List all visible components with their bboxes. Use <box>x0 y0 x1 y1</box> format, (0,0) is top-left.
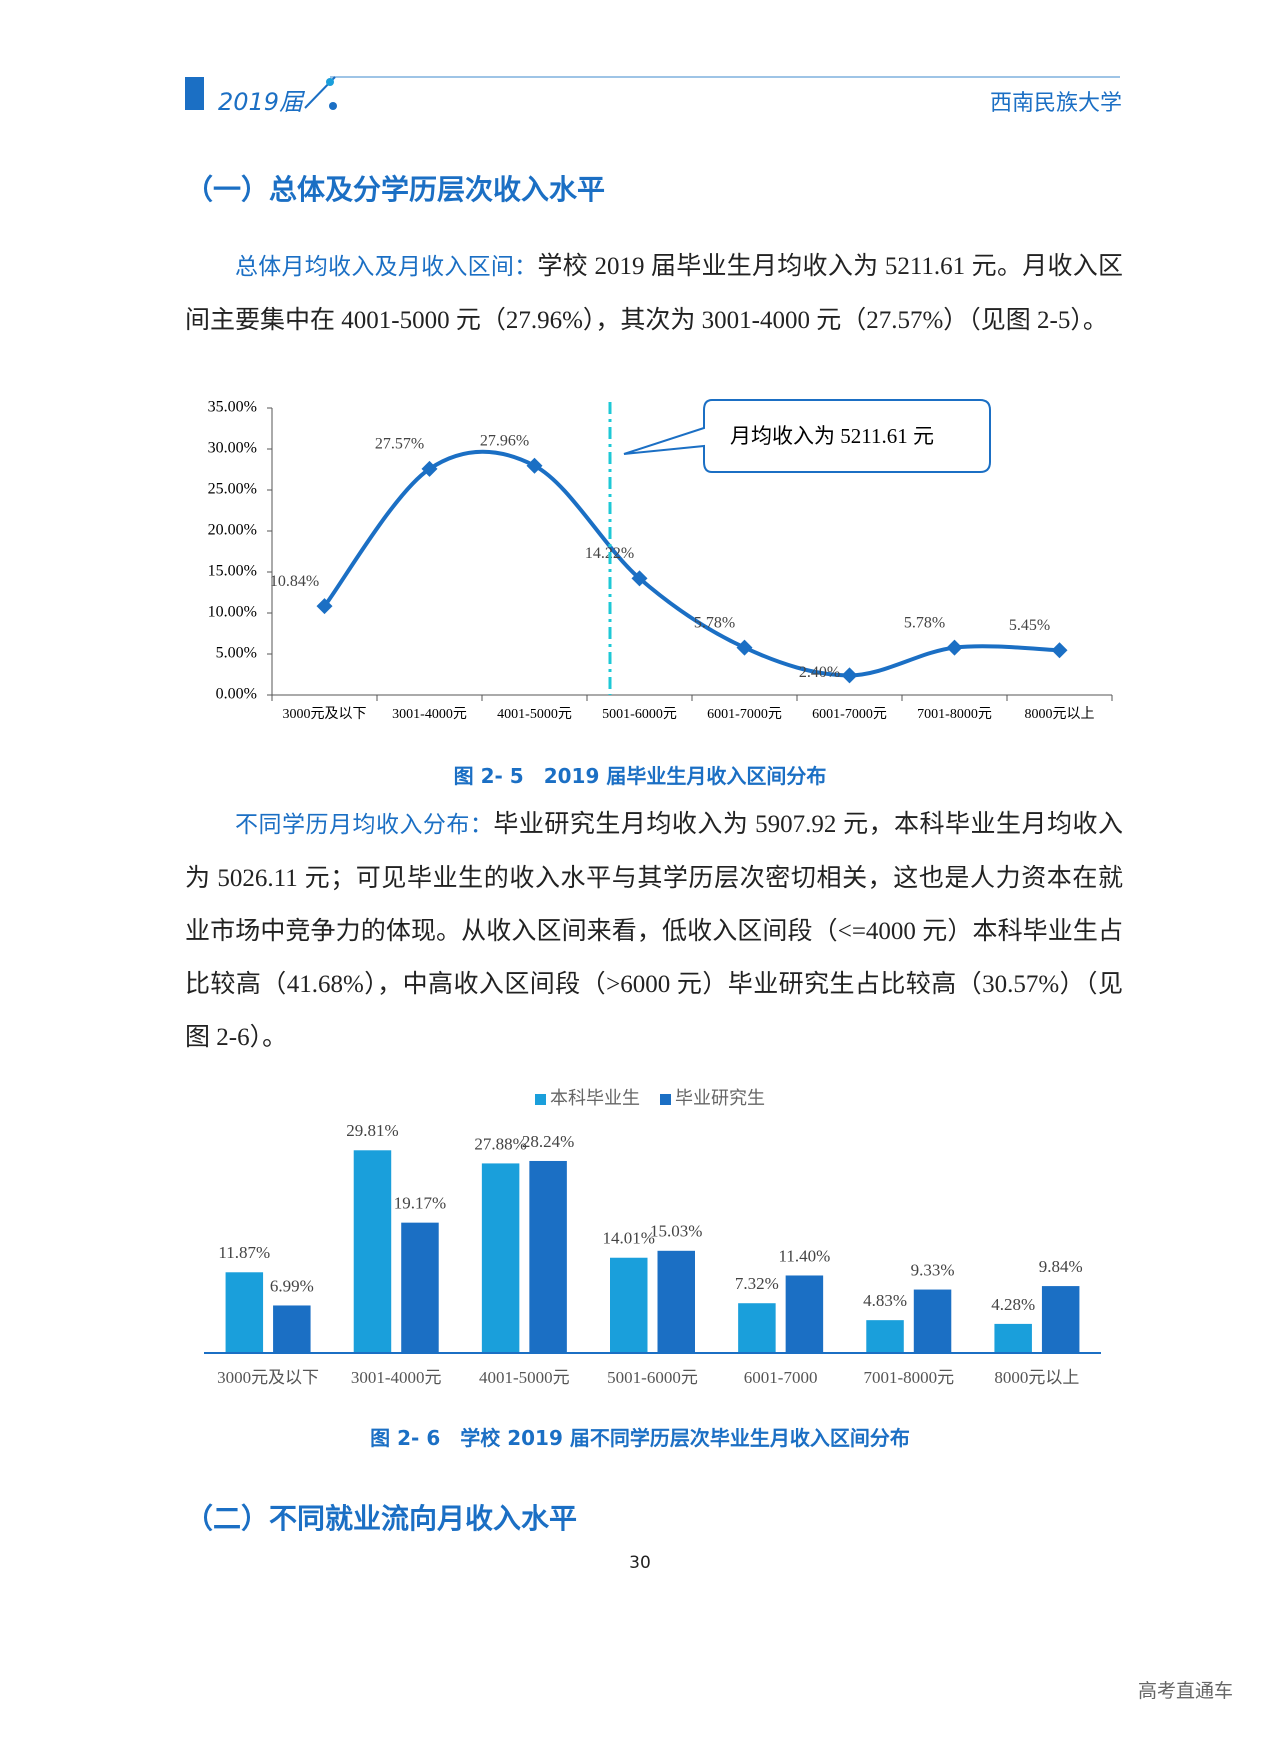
paragraph-text: 毕业研究生月均收入为 5907.92 元，本科毕业生月均收入为 5026.11 … <box>185 811 1123 1051</box>
bar <box>353 1150 392 1353</box>
y-tick-label: 35.00% <box>208 399 257 416</box>
value-label: 2.40% <box>799 664 840 681</box>
value-label: 27.88% <box>474 1134 526 1153</box>
x-tick-label: 3001-4000元 <box>392 707 467 722</box>
x-tick-label: 6001-7000 <box>744 1368 818 1387</box>
figure-caption: 图 2- 5 2019 届毕业生月收入区间分布 <box>453 764 827 788</box>
marker <box>526 457 543 474</box>
y-tick-label: 10.00% <box>208 604 257 621</box>
y-tick-label: 30.00% <box>208 440 257 457</box>
value-label: 15.03% <box>650 1222 702 1241</box>
bar <box>401 1222 439 1353</box>
marker <box>1051 642 1068 659</box>
paragraph: 不同学历月均收入分布：毕业研究生月均收入为 5907.92 元，本科毕业生月均收… <box>185 798 1123 1064</box>
value-label: 27.57% <box>375 436 424 453</box>
x-tick-label: 5001-6000元 <box>607 1368 698 1387</box>
line <box>322 449 1060 678</box>
section-heading: （二）不同就业流向月收入水平 <box>185 1502 578 1535</box>
line-chart: 0.00% 5.00% 10.00% 15.00% 20.00% 25.00% 30.00%… <box>208 399 1113 722</box>
paragraph: 总体月均收入及月收入区间：学校 2019 届毕业生月均收入为 5211.61 元… <box>185 240 1123 347</box>
value-label: 19.17% <box>394 1194 446 1213</box>
header-bar <box>185 77 204 110</box>
bar <box>273 1305 311 1353</box>
y-tick-label: 0.00% <box>216 686 257 703</box>
value-label: 28.24% <box>522 1132 574 1151</box>
bar <box>913 1289 952 1353</box>
marker <box>631 570 648 587</box>
value-label: 9.84% <box>1039 1257 1083 1276</box>
value-label: 6.99% <box>270 1276 314 1295</box>
y-tick-label: 15.00% <box>208 563 257 580</box>
paragraph-text: 学校 2019 届毕业生月均收入为 5211.61 元。月收入区间主要集中在 4… <box>185 253 1124 334</box>
value-label: 29.81% <box>346 1121 398 1140</box>
value-label: 5.78% <box>904 614 945 631</box>
legend-swatch <box>660 1094 671 1105</box>
x-tick-label: 7001-8000元 <box>917 707 992 722</box>
value-label: 11.40% <box>779 1246 831 1265</box>
x-tick-label: 6001-7000元 <box>707 707 782 722</box>
x-tick-label: 3001-4000元 <box>351 1368 442 1387</box>
watermark: 高考直通车 <box>1138 1680 1234 1702</box>
callout-text: 月均收入为 5211.61 元 <box>730 424 934 448</box>
bar-chart: 本科毕业生 毕业研究生 3000元及以下 11.87%6.99% 3001-4000元 2… <box>204 1088 1101 1387</box>
legend-label: 本科毕业生 <box>550 1088 640 1108</box>
figure-caption: 图 2- 6 学校 2019 届不同学历层次毕业生月收入区间分布 <box>370 1426 910 1450</box>
marker <box>841 667 858 684</box>
value-label: 4.28% <box>991 1295 1035 1314</box>
header-line <box>304 76 1120 110</box>
paragraph-lead: 总体月均收入及月收入区间： <box>235 254 538 280</box>
bar <box>610 1257 648 1353</box>
value-label: 10.84% <box>270 573 319 590</box>
x-tick-label: 5001-6000元 <box>602 707 677 722</box>
x-tick-label: 4001-5000元 <box>497 707 572 722</box>
value-label: 14.01% <box>603 1229 655 1248</box>
callout <box>623 399 991 473</box>
value-label: 5.78% <box>694 614 735 631</box>
bar <box>657 1250 695 1353</box>
bar <box>225 1272 264 1353</box>
marker <box>946 639 963 656</box>
paragraph-lead: 不同学历月均收入分布： <box>235 812 494 838</box>
bar <box>738 1303 776 1353</box>
bar <box>866 1320 904 1353</box>
bar <box>994 1323 1032 1353</box>
x-tick-label: 3000元及以下 <box>217 1368 319 1387</box>
value-label: 4.83% <box>863 1291 907 1310</box>
page-number: 30 <box>629 1553 651 1573</box>
x-tick-label: 7001-8000元 <box>863 1368 954 1387</box>
value-label: 7.32% <box>735 1274 779 1293</box>
x-tick-label: 6001-7000元 <box>812 707 887 722</box>
legend-label: 毕业研究生 <box>675 1088 765 1108</box>
value-label: 11.87% <box>218 1243 270 1262</box>
bar <box>1041 1286 1080 1353</box>
bar <box>481 1163 520 1353</box>
header-edition: 2019届 <box>218 88 304 116</box>
marker <box>736 639 753 656</box>
y-tick-label: 25.00% <box>208 481 257 498</box>
bar <box>785 1275 824 1353</box>
x-tick-label: 3000元及以下 <box>283 706 367 722</box>
legend-swatch <box>535 1094 546 1105</box>
value-label: 27.96% <box>480 432 529 449</box>
section-heading: （一）总体及分学历层次收入水平 <box>185 173 606 206</box>
marker <box>316 598 333 615</box>
header-school: 西南民族大学 <box>989 91 1122 116</box>
value-label: 9.33% <box>911 1260 955 1279</box>
y-tick-label: 20.00% <box>208 522 257 539</box>
bar <box>529 1160 567 1353</box>
x-tick-label: 4001-5000元 <box>479 1368 570 1387</box>
x-tick-label: 8000元以上 <box>994 1368 1079 1387</box>
x-tick-label: 8000元以上 <box>1025 706 1095 722</box>
y-tick-label: 5.00% <box>216 645 257 662</box>
value-label: 5.45% <box>1009 617 1050 634</box>
marker <box>421 460 438 477</box>
